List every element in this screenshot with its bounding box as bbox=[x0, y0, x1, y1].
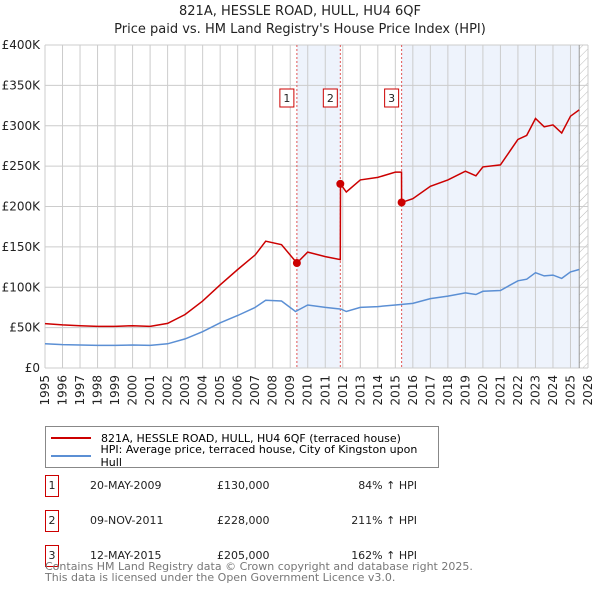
x-tick-label: 2022 bbox=[511, 375, 525, 406]
x-tick-label: 2016 bbox=[406, 375, 420, 406]
x-tick-label: 2001 bbox=[143, 375, 157, 406]
y-tick-label: £400K bbox=[2, 38, 42, 52]
x-tick-label: 2011 bbox=[318, 375, 332, 406]
x-tick-label: 2009 bbox=[283, 375, 297, 406]
sale-point bbox=[336, 179, 345, 188]
x-tick-label: 2024 bbox=[546, 375, 560, 406]
sale-date: 12-MAY-2015 bbox=[90, 549, 162, 562]
x-tick-label: 2014 bbox=[371, 375, 385, 406]
x-tick-label: 2015 bbox=[388, 375, 402, 406]
y-tick-label: £50K bbox=[9, 321, 41, 335]
footer-line-1: Contains HM Land Registry data © Crown c… bbox=[45, 560, 473, 573]
footer-line-2: This data is licensed under the Open Gov… bbox=[45, 571, 396, 584]
sale-label-box: 2 bbox=[322, 88, 338, 108]
x-tick-label: 1998 bbox=[91, 375, 105, 406]
sale-hpi-change: 211% ↑ HPI bbox=[351, 514, 417, 527]
sale-number: 1 bbox=[45, 475, 59, 497]
legend-swatch-blue bbox=[51, 455, 91, 457]
legend: 821A, HESSLE ROAD, HULL, HU4 6QF (terrac… bbox=[45, 426, 439, 469]
x-tick-label: 1995 bbox=[38, 375, 52, 406]
sale-price: £205,000 bbox=[217, 549, 270, 562]
sale-label-number: 3 bbox=[388, 92, 395, 105]
sale-price: £228,000 bbox=[217, 514, 270, 527]
plot-area: 1995 1996 1997 1998 1999 2000 2001 2002 2003 2004… bbox=[2, 38, 595, 406]
legend-swatch-red bbox=[51, 437, 91, 439]
x-tick-label: 2025 bbox=[563, 375, 577, 406]
x-tick-label: 2010 bbox=[301, 375, 315, 406]
sale-point bbox=[292, 259, 301, 268]
y-tick-label: £100K bbox=[2, 280, 42, 294]
hpi-line bbox=[44, 268, 580, 347]
sale-label-border bbox=[384, 88, 400, 108]
y-tick-label: £250K bbox=[2, 159, 42, 173]
sale-label-box: 1 bbox=[279, 88, 295, 108]
x-tick-label: 2000 bbox=[126, 375, 140, 406]
x-tick-label: 2012 bbox=[336, 375, 350, 406]
x-tick-label: 2013 bbox=[353, 375, 367, 406]
sale-hpi-change: 162% ↑ HPI bbox=[351, 549, 417, 562]
legend-item-property: 821A, HESSLE ROAD, HULL, HU4 6QF (terrac… bbox=[51, 430, 401, 446]
legend-label: 821A, HESSLE ROAD, HULL, HU4 6QF (terrac… bbox=[101, 431, 401, 445]
x-tick-label: 2019 bbox=[458, 375, 472, 406]
x-tick-label: 1997 bbox=[73, 375, 87, 406]
sale-label-number: 1 bbox=[283, 92, 290, 105]
x-tick-label: 2021 bbox=[493, 375, 507, 406]
y-tick-label: £350K bbox=[2, 78, 42, 92]
legend-label: HPI: Average price, terraced house, City… bbox=[100, 443, 418, 469]
sale-date: 09-NOV-2011 bbox=[90, 514, 164, 527]
x-tick-label: 2017 bbox=[423, 375, 437, 406]
sale-number: 2 bbox=[45, 510, 59, 532]
sale-point bbox=[397, 198, 406, 207]
x-tick-label: 1996 bbox=[56, 375, 70, 406]
sale-price: £130,000 bbox=[217, 479, 270, 492]
x-tick-label: 2008 bbox=[266, 375, 280, 406]
chart-subtitle: Price paid vs. HM Land Registry's House … bbox=[114, 22, 486, 37]
x-tick-label: 2020 bbox=[476, 375, 490, 406]
footer: Contains HM Land Registry data © Crown c… bbox=[45, 561, 473, 583]
y-tick-label: £0 bbox=[25, 361, 40, 375]
sale-label-border bbox=[322, 88, 338, 108]
x-tick-label: 2002 bbox=[161, 375, 175, 406]
x-tick-label: 1999 bbox=[108, 375, 122, 406]
x-tick-label: 2023 bbox=[528, 375, 542, 406]
x-tick-label: 2003 bbox=[178, 375, 192, 406]
y-tick-label: £200K bbox=[2, 200, 42, 214]
sale-number: 3 bbox=[45, 545, 59, 567]
chart-title: 821A, HESSLE ROAD, HULL, HU4 6QF bbox=[179, 4, 421, 19]
x-tick-label: 2026 bbox=[581, 375, 595, 406]
y-tick-label: £150K bbox=[2, 240, 42, 254]
sale-date: 20-MAY-2009 bbox=[90, 479, 162, 492]
sale-label-box: 3 bbox=[384, 88, 400, 108]
sale-hpi-change: 84% ↑ HPI bbox=[358, 479, 417, 492]
x-tick-label: 2004 bbox=[196, 375, 210, 406]
y-tick-label: £300K bbox=[2, 119, 42, 133]
property-price-line bbox=[44, 109, 580, 328]
x-tick-label: 2018 bbox=[441, 375, 455, 406]
x-tick-label: 2007 bbox=[248, 375, 262, 406]
x-tick-label: 2006 bbox=[231, 375, 245, 406]
sale-label-number: 2 bbox=[327, 92, 334, 105]
sale-label-border bbox=[279, 88, 295, 108]
legend-item-hpi: HPI: Average price, terraced house, City… bbox=[51, 443, 438, 469]
x-tick-label: 2005 bbox=[213, 375, 227, 406]
